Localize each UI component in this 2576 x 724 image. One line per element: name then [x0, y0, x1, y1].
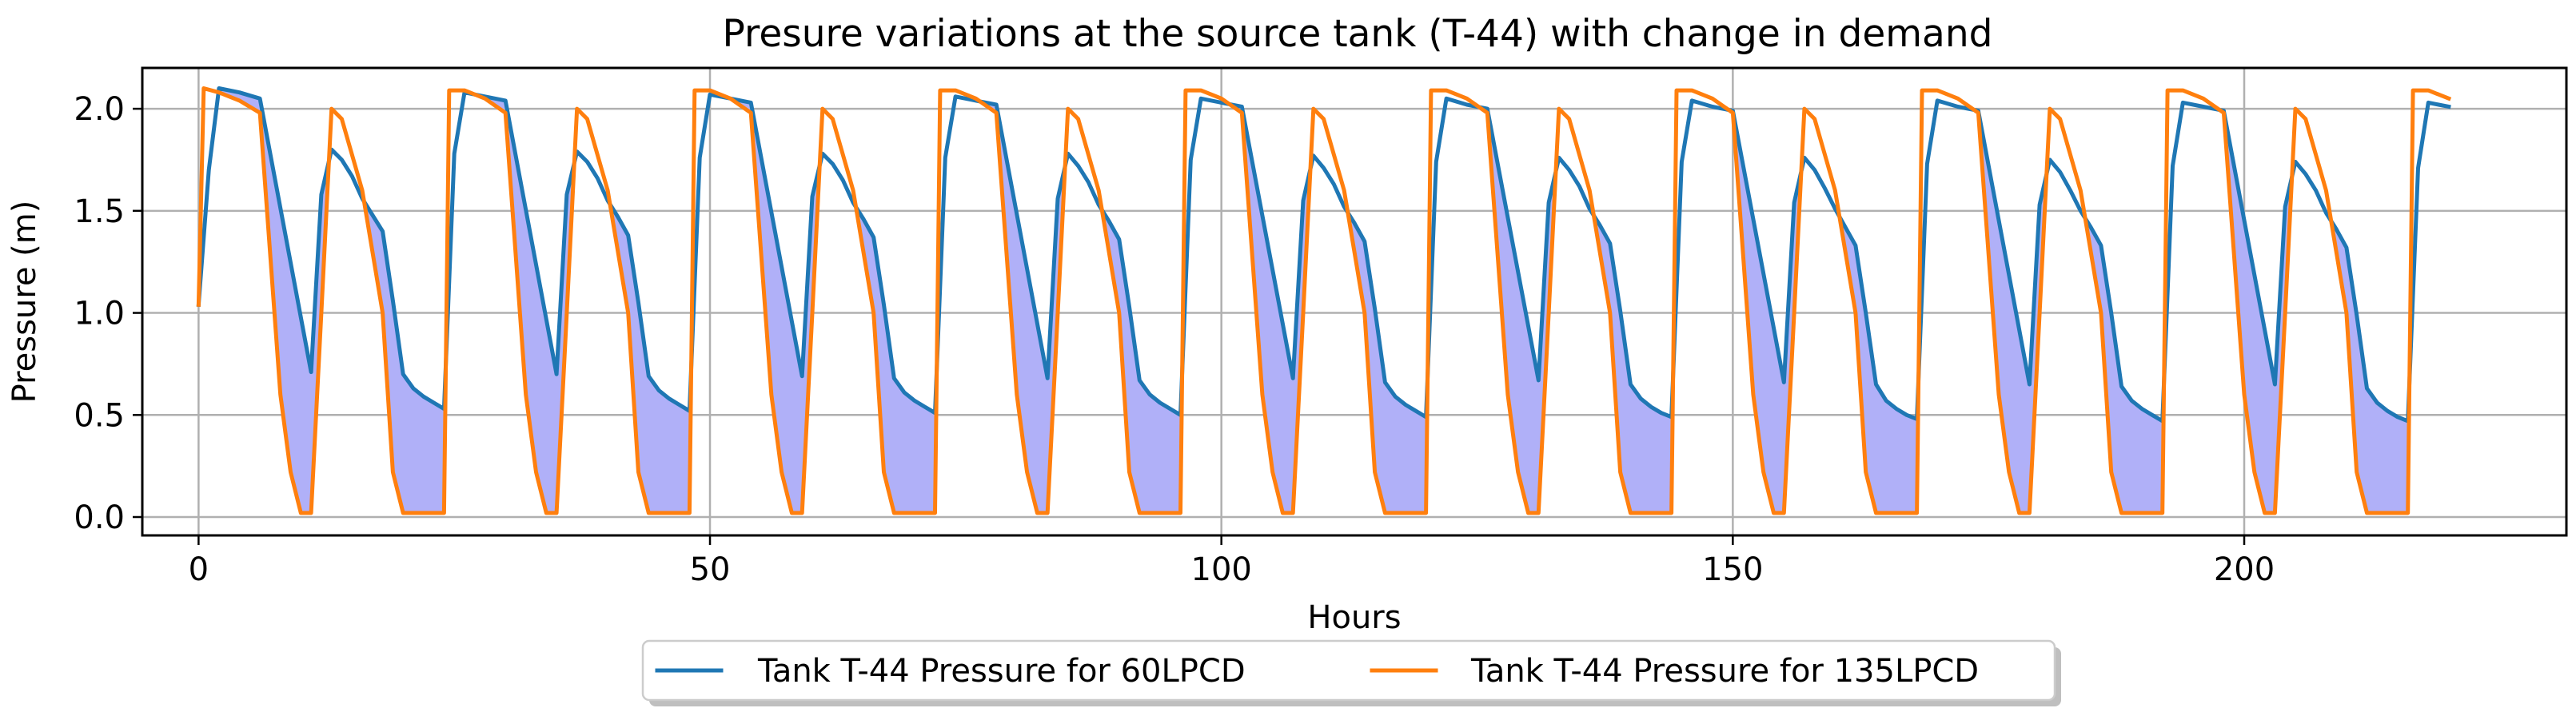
plot-area — [141, 66, 2568, 537]
fill-between-region — [1479, 107, 1556, 513]
x-tick-label: 100 — [1191, 551, 1252, 588]
fill-between-region — [855, 207, 937, 513]
fill-between-region — [2331, 221, 2410, 513]
y-axis-ticks: 0.0 0.5 1.0 1.5 2.0 — [74, 91, 142, 536]
fill-between-region — [1102, 209, 1182, 513]
x-axis-label: Hours — [1307, 599, 1401, 636]
x-tick-label: 0 — [189, 551, 209, 588]
fill-between-region — [1839, 217, 1919, 513]
fill-between-region — [610, 204, 692, 513]
fill-between-region — [364, 201, 446, 513]
legend-box — [641, 639, 2056, 702]
y-tick-label: 2.0 — [74, 91, 125, 128]
fill-between-region — [474, 94, 575, 513]
fill-between-region — [1593, 215, 1673, 513]
x-axis-ticks: 0 50 100 150 200 — [189, 535, 2275, 588]
chart-title: Presure variations at the source tank (T… — [723, 12, 1993, 56]
y-axis-label: Pressure (m) — [6, 201, 43, 404]
fill-between-region — [1347, 213, 1428, 513]
x-tick-label: 200 — [2214, 551, 2275, 588]
series-line-135lpcd — [196, 86, 2452, 515]
series-line-60lpcd — [196, 86, 2451, 424]
fill-between-region — [2085, 218, 2164, 513]
y-tick-label: 1.0 — [74, 296, 125, 332]
fill-between-region — [730, 98, 820, 513]
y-tick-label: 1.5 — [74, 193, 125, 230]
legend: Tank T-44 Pressure for 60LPCD Tank T-44 … — [641, 639, 2061, 706]
fill-between-region — [2219, 109, 2292, 513]
fill-between-region — [1729, 109, 1801, 513]
legend-label-135lpcd: Tank T-44 Pressure for 135LPCD — [1470, 653, 1979, 690]
plot-frame — [141, 66, 2568, 537]
line-layer — [196, 86, 2452, 515]
fill-between-region — [1974, 109, 2047, 513]
x-tick-label: 150 — [1702, 551, 1763, 588]
fill-between-region — [979, 101, 1066, 513]
y-tick-label: 0.5 — [74, 397, 125, 434]
x-tick-label: 50 — [690, 551, 731, 588]
y-tick-label: 0.0 — [74, 499, 125, 536]
legend-label-60lpcd: Tank T-44 Pressure for 60LPCD — [757, 653, 1246, 690]
